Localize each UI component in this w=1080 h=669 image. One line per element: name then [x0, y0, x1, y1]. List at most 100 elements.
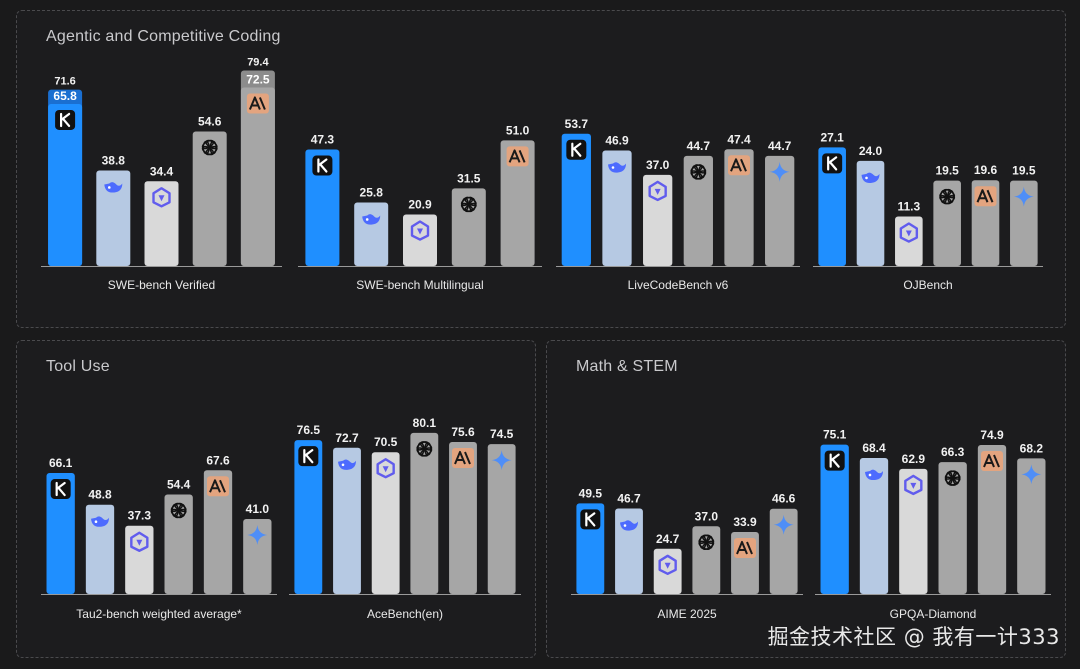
openai-icon — [944, 470, 961, 486]
bar-value-label: 37.0 — [646, 158, 670, 172]
deepseek-whale-icon — [338, 459, 356, 470]
chart-tool-use: Tau2-bench weighted average* 66.1 48.8 37.3… — [41, 416, 521, 621]
bar-value-label: 41.0 — [246, 502, 270, 516]
bar-value-label: 67.6 — [206, 453, 230, 467]
anthropic-icon — [207, 476, 229, 497]
bar-kimi: 49.5 — [576, 486, 605, 594]
bar-value-label: 54.6 — [198, 115, 222, 129]
bar-anthropic: 19.6 — [971, 163, 1000, 266]
bar-kimi: 66.1 — [46, 456, 75, 594]
bar-value — [899, 468, 928, 594]
bar-value-label: 68.4 — [862, 441, 886, 455]
bar-openai: 54.4 — [164, 477, 193, 594]
bar-openai: 31.5 — [451, 171, 486, 266]
bar-value — [125, 525, 154, 594]
bar-kimi: 47.3 — [305, 133, 340, 266]
benchmark-label: LiveCodeBench v6 — [628, 278, 729, 292]
bar-gemini: 74.5 — [487, 427, 516, 594]
bar-gemini: 68.2 — [1017, 441, 1046, 594]
bar-value — [46, 473, 75, 594]
bar-value — [371, 452, 400, 594]
bar-value-label: 38.8 — [102, 153, 126, 167]
bar-value-label: 70.5 — [374, 435, 398, 449]
qwen-icon — [648, 180, 667, 202]
bar-value-label: 44.7 — [768, 139, 792, 153]
bar-value — [643, 174, 673, 266]
bar-value — [977, 445, 1007, 594]
bar-deepseek: 25.8 — [354, 185, 389, 266]
bar-value — [487, 444, 516, 594]
bar-deepseek: 48.8 — [85, 488, 115, 594]
bar-qwen: 62.9 — [899, 452, 928, 594]
bar-value-label: 24.7 — [656, 532, 680, 546]
bar-value — [333, 447, 361, 594]
bar-kimi: 75.1 — [820, 428, 849, 594]
bar-openai: 37.0 — [692, 509, 721, 594]
bar-value — [410, 432, 439, 594]
bar-qwen: 37.3 — [125, 509, 154, 594]
bar-value-label: 27.1 — [820, 130, 844, 144]
bar-value-label: 80.1 — [413, 416, 437, 430]
bar-value — [818, 147, 846, 266]
kimi-k-icon — [824, 450, 845, 471]
benchmark-group: SWE-bench Multilingual 47.3 25.8 20.9 31.5 51… — [298, 123, 542, 292]
deepseek-whale-icon — [104, 182, 123, 193]
bar-kimi: 76.5 — [294, 423, 323, 594]
kimi-k-icon — [298, 446, 319, 467]
bar-value — [615, 508, 643, 594]
bar-qwen: 37.0 — [643, 158, 673, 266]
bar-value-label: 54.4 — [167, 477, 191, 491]
bar-value-label: 48.8 — [88, 488, 112, 502]
benchmark-group: SWE-bench Verified 71.665.8 38.8 34.4 54.6 79… — [41, 56, 282, 292]
bar-value — [1010, 180, 1038, 266]
bar-kimi: 27.1 — [818, 130, 846, 266]
bar-deepseek: 24.0 — [856, 144, 885, 266]
benchmark-group: Tau2-bench weighted average* 66.1 48.8 37.3… — [41, 453, 277, 621]
bar-qwen: 70.5 — [371, 435, 400, 594]
openai-icon — [698, 534, 715, 551]
bar-deepseek: 46.9 — [602, 134, 632, 266]
panel-title: Agentic and Competitive Coding — [46, 28, 281, 45]
deepseek-whale-icon — [91, 516, 109, 527]
bar-value-label: 72.7 — [335, 431, 359, 445]
bar-value — [561, 133, 591, 266]
kimi-k-icon — [312, 155, 333, 176]
bar-openai: 66.3 — [938, 445, 967, 594]
anthropic-icon — [974, 186, 997, 207]
bar-deepseek: 38.8 — [96, 153, 131, 266]
bar-openai: 54.6 — [192, 115, 227, 266]
bar-value — [192, 131, 227, 266]
gemini-sparkle-icon — [1021, 464, 1042, 485]
bar-anthropic: 74.9 — [977, 428, 1007, 594]
bar-kimi: 71.665.8 — [48, 76, 83, 266]
bar-value — [724, 149, 754, 266]
benchmark-label: OJBench — [903, 278, 952, 292]
bar-anthropic: 79.4 72.5 — [240, 56, 275, 266]
bar-deepseek: 68.4 — [859, 441, 889, 594]
bar-value — [240, 87, 275, 266]
bar-value-label: 31.5 — [457, 171, 481, 185]
bar-value-label: 34.4 — [150, 164, 174, 178]
bar-value-label: 76.5 — [297, 423, 321, 437]
bar-qwen: 20.9 — [403, 198, 437, 266]
anthropic-icon — [452, 447, 474, 468]
bar-value-label: 72.5 — [246, 72, 270, 86]
benchmark-label: GPQA-Diamond — [890, 607, 977, 621]
benchmark-label: SWE-bench Verified — [108, 278, 215, 292]
bar-value-label: 46.6 — [772, 492, 796, 506]
bar-value — [933, 180, 961, 266]
openai-icon — [690, 164, 707, 180]
bar-value — [164, 494, 193, 594]
benchmark-label: AIME 2025 — [657, 607, 717, 621]
gemini-sparkle-icon — [773, 514, 794, 535]
kimi-k-icon — [50, 479, 71, 500]
bar-anthropic: 33.9 — [731, 515, 759, 594]
gemini-sparkle-icon — [769, 161, 790, 182]
bar-anthropic: 67.6 — [203, 453, 233, 594]
bar-value — [243, 518, 272, 594]
bar-value — [765, 155, 795, 266]
bar-value-label: 51.0 — [506, 123, 530, 137]
deepseek-whale-icon — [362, 214, 381, 225]
openai-icon — [416, 441, 433, 457]
openai-icon — [460, 196, 477, 213]
